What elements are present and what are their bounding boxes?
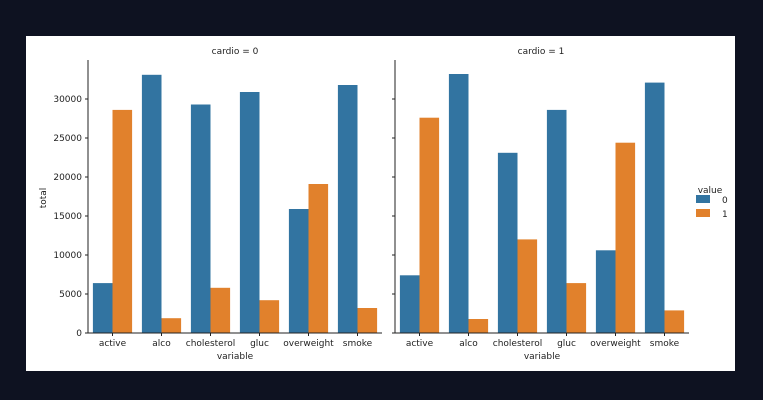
bar-p0-s0-alco — [141, 74, 162, 334]
bar-p0-s1-alco — [161, 318, 182, 333]
legend-swatch-0 — [696, 195, 710, 203]
bar-p0-s0-overweight — [288, 209, 309, 333]
x-tick-label-1-smoke: smoke — [650, 339, 680, 349]
y-tick-label-10000: 10000 — [53, 251, 82, 261]
bar-p1-s1-gluc — [566, 283, 587, 333]
x-tick-label-0-smoke: smoke — [343, 339, 373, 349]
x-tick-label-0-active: active — [99, 339, 127, 349]
bar-p0-s1-cholesterol — [210, 287, 231, 333]
x-tick-label-0-gluc: gluc — [250, 339, 269, 349]
legend-label-0: 0 — [722, 196, 728, 206]
bar-p0-s1-smoke — [357, 308, 378, 333]
bar-p1-s1-active — [419, 117, 440, 333]
x-tick-label-0-alco: alco — [152, 339, 171, 349]
y-tick-label-0: 0 — [76, 329, 82, 339]
x-tick-label-1-overweight: overweight — [590, 339, 641, 349]
bar-p1-s1-cholesterol — [517, 239, 538, 333]
x-tick-label-0-overweight: overweight — [283, 339, 334, 349]
legend-title: value — [698, 186, 723, 196]
bar-p0-s1-gluc — [259, 300, 280, 333]
y-tick-label-25000: 25000 — [53, 134, 82, 144]
y-tick-label-5000: 5000 — [59, 290, 82, 300]
bar-p0-s0-cholesterol — [190, 104, 211, 333]
bar-p1-s0-cholesterol — [497, 152, 518, 333]
bar-p1-s1-smoke — [664, 310, 685, 333]
y-tick-label-20000: 20000 — [53, 173, 82, 183]
x-axis-label-1: variable — [524, 352, 561, 362]
bar-p1-s0-overweight — [595, 250, 616, 333]
bar-p1-s1-overweight — [615, 142, 636, 333]
bar-p0-s1-active — [112, 109, 133, 334]
bar-p1-s1-alco — [468, 319, 489, 333]
bar-p0-s1-overweight — [308, 184, 329, 333]
x-tick-label-1-cholesterol: cholesterol — [493, 339, 542, 349]
legend-label-1: 1 — [722, 210, 728, 220]
bar-p1-s0-smoke — [644, 82, 665, 333]
x-axis-label-0: variable — [217, 352, 254, 362]
faceted-bar-chart: cardio = 0 cardio = 1 total variable var… — [39, 47, 728, 362]
bar-p0-s0-active — [92, 283, 113, 333]
bar-p0-s0-smoke — [337, 85, 358, 333]
x-tick-label-1-active: active — [406, 339, 434, 349]
y-axis-label: total — [39, 188, 49, 209]
bar-p1-s0-gluc — [546, 109, 567, 334]
panel-title-1: cardio = 1 — [518, 47, 565, 57]
bar-p1-s0-alco — [448, 74, 469, 333]
x-tick-label-0-cholesterol: cholesterol — [186, 339, 235, 349]
x-tick-label-1-gluc: gluc — [557, 339, 576, 349]
legend-swatch-1 — [696, 209, 710, 217]
bar-p0-s0-gluc — [239, 92, 260, 333]
panel-title-0: cardio = 0 — [212, 47, 259, 57]
bar-p1-s0-active — [399, 275, 420, 333]
y-tick-label-30000: 30000 — [53, 95, 82, 105]
x-tick-label-1-alco: alco — [459, 339, 478, 349]
y-tick-label-15000: 15000 — [53, 212, 82, 222]
figure-panel: cardio = 0 cardio = 1 total variable var… — [26, 36, 735, 371]
